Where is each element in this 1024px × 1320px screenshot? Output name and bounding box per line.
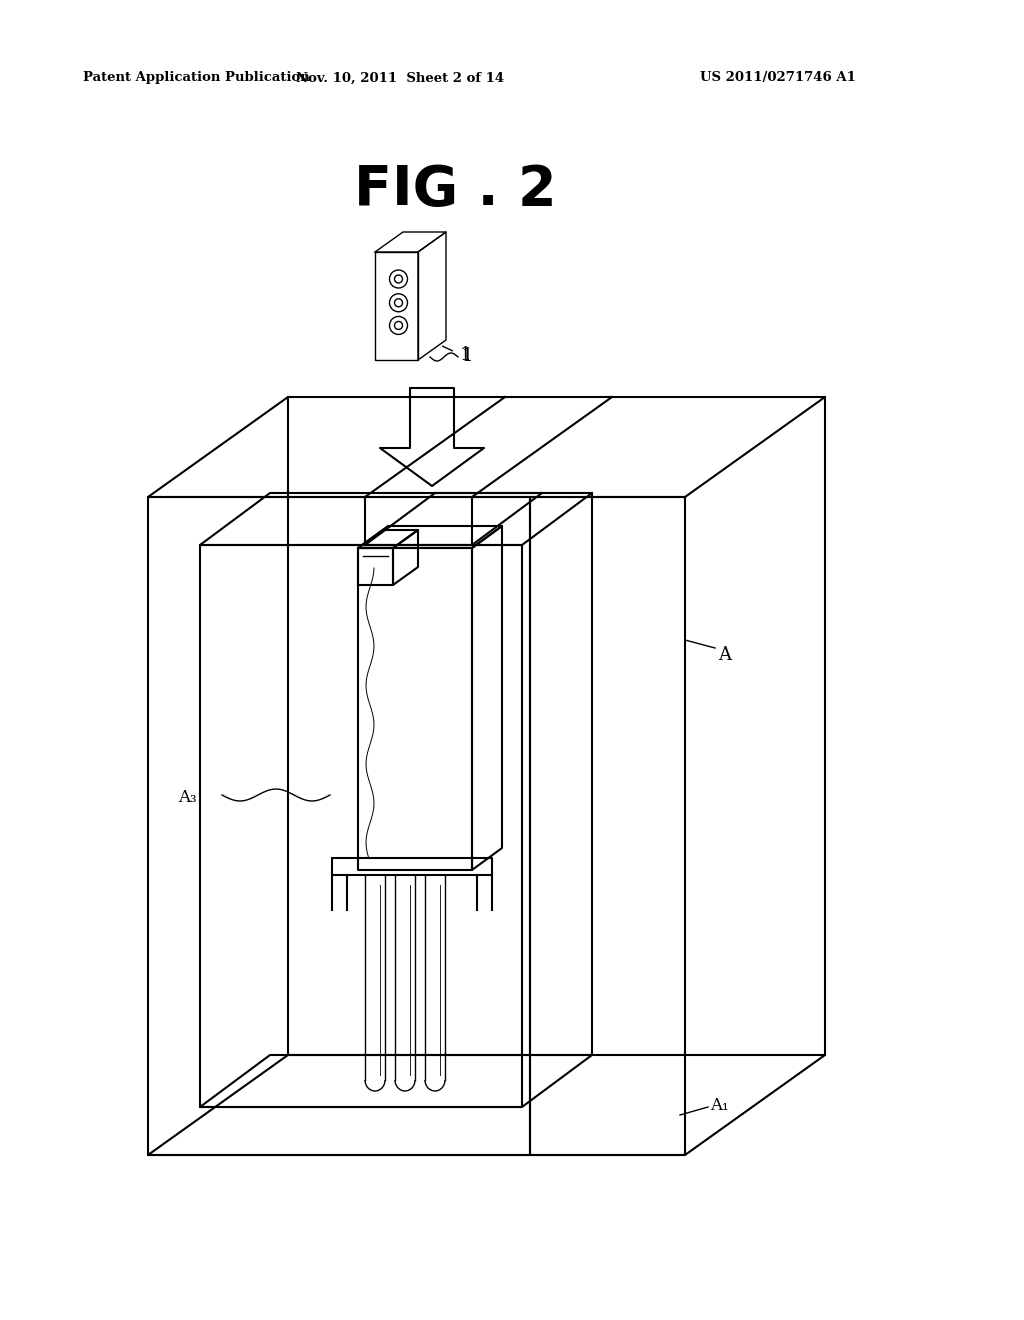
Text: 1: 1: [462, 347, 473, 366]
Text: A₃: A₃: [178, 789, 197, 807]
Text: A₁: A₁: [710, 1097, 729, 1114]
Text: A: A: [718, 645, 731, 664]
Text: Patent Application Publication: Patent Application Publication: [83, 71, 309, 84]
Text: 1: 1: [460, 346, 471, 364]
Text: FIG . 2: FIG . 2: [353, 162, 556, 216]
Text: Nov. 10, 2011  Sheet 2 of 14: Nov. 10, 2011 Sheet 2 of 14: [296, 71, 504, 84]
Text: US 2011/0271746 A1: US 2011/0271746 A1: [700, 71, 856, 84]
